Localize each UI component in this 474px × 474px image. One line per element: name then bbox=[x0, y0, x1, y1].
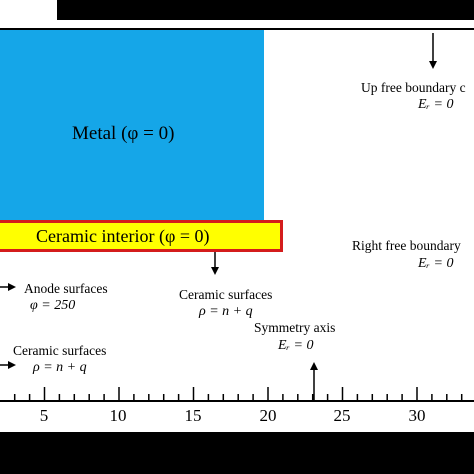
anode-equation: φ = 250 bbox=[30, 298, 76, 313]
tick-label-15: 15 bbox=[184, 406, 202, 425]
top-black-bar bbox=[57, 0, 474, 20]
ceramic-surfaces-label-lower: Ceramic surfaces bbox=[13, 343, 107, 358]
tick-label-20: 20 bbox=[259, 406, 277, 425]
up-boundary-equation: Eᵣ = 0 bbox=[418, 97, 454, 112]
ceramic-surfaces-equation-lower: ρ = n + q bbox=[33, 360, 87, 375]
anode-label: Anode surfaces bbox=[24, 281, 108, 296]
tick-label-10: 10 bbox=[109, 406, 127, 425]
right-boundary-label: Right free boundary bbox=[352, 238, 461, 253]
up-boundary-label: Up free boundary c bbox=[361, 80, 466, 95]
metal-region bbox=[0, 30, 264, 220]
right-boundary-equation: Eᵣ = 0 bbox=[418, 256, 454, 271]
ceramic-surfaces-equation-upper: ρ = n + q bbox=[199, 304, 253, 319]
x-axis bbox=[0, 387, 474, 402]
frame-top-edge bbox=[0, 28, 474, 30]
bottom-black-bar bbox=[0, 432, 474, 474]
symmetry-axis-equation: Eᵣ = 0 bbox=[278, 338, 314, 353]
tick-label-30: 30 bbox=[408, 406, 426, 425]
metal-label: Metal (φ = 0) bbox=[72, 123, 175, 144]
ceramic-surfaces-label-upper: Ceramic surfaces bbox=[179, 287, 273, 302]
symmetry-axis-label: Symmetry axis bbox=[254, 320, 336, 335]
ceramic-interior-region bbox=[0, 220, 283, 252]
tick-label-25: 25 bbox=[333, 406, 351, 425]
tick-label-5: 5 bbox=[39, 406, 49, 425]
ceramic-interior-label: Ceramic interior (φ = 0) bbox=[36, 226, 210, 246]
